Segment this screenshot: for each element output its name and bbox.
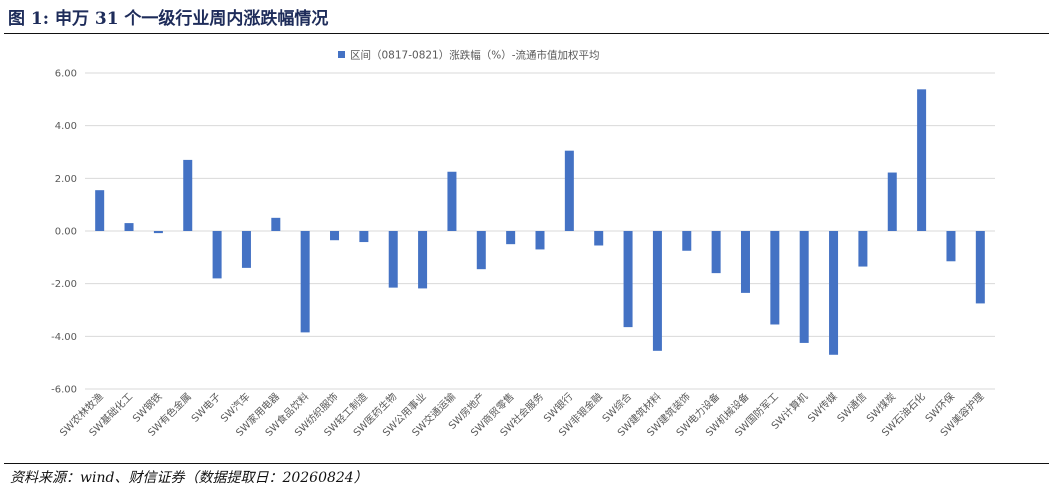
bar <box>330 231 340 241</box>
bar <box>652 231 662 351</box>
y-tick-label: -2.00 <box>51 279 77 290</box>
bar <box>388 231 398 288</box>
bar <box>183 159 193 231</box>
source-note: 资料来源：wind、财信证券（数据提取日：20260824） <box>10 470 368 486</box>
bar <box>711 231 721 274</box>
y-tick-label: 4.00 <box>55 121 77 132</box>
legend-swatch <box>338 51 345 58</box>
bar <box>887 172 897 231</box>
bar <box>770 231 780 325</box>
bar <box>476 231 486 270</box>
bar <box>271 217 281 231</box>
y-tick-label: -6.00 <box>51 385 77 396</box>
bar <box>95 190 105 231</box>
x-axis-ticks: SW农林牧渔SW基础化工SW钢铁SW有色金属SW电子SW汽车SW家用电器SW食品… <box>57 390 987 439</box>
x-tick-label: SW通信 <box>835 391 869 425</box>
legend-label: 区间（0817-0821）涨跌幅（%）-流通市值加权平均 <box>350 49 600 62</box>
bar <box>241 231 251 268</box>
bottom-rule <box>4 463 1049 464</box>
bar <box>418 231 428 289</box>
bar <box>917 89 927 231</box>
bar <box>858 231 868 267</box>
bar <box>799 231 809 343</box>
bar <box>212 231 222 279</box>
x-tick-label: SW传媒 <box>806 391 840 425</box>
bar <box>829 231 839 355</box>
bars <box>95 89 985 355</box>
bar <box>740 231 750 293</box>
top-rule <box>4 33 1049 34</box>
x-tick-label: SW电子 <box>188 390 223 425</box>
y-tick-label: -4.00 <box>51 332 77 343</box>
y-tick-label: 0.00 <box>55 227 77 238</box>
bar <box>447 171 457 231</box>
bar <box>300 231 310 333</box>
bar <box>535 231 545 250</box>
bar <box>975 231 985 304</box>
bar <box>506 231 516 245</box>
bar-chart: 6.00 4.00 2.00 0.00 -2.00 -4.00 -6.00 SW农林牧渔SW… <box>51 49 995 439</box>
figure-title: 图 1: 申万 31 个一级行业周内涨跌幅情况 <box>8 9 329 29</box>
bar <box>623 231 633 328</box>
bar <box>946 231 956 262</box>
y-tick-label: 2.00 <box>55 174 77 185</box>
bar <box>564 150 574 231</box>
bar <box>153 231 163 234</box>
y-tick-label: 6.00 <box>55 69 77 80</box>
y-axis-ticks: 6.00 4.00 2.00 0.00 -2.00 -4.00 -6.00 <box>51 69 77 396</box>
bar <box>594 231 604 246</box>
legend: 区间（0817-0821）涨跌幅（%）-流通市值加权平均 <box>338 49 600 62</box>
bar <box>359 231 369 243</box>
bar <box>124 223 134 231</box>
bar <box>682 231 692 251</box>
